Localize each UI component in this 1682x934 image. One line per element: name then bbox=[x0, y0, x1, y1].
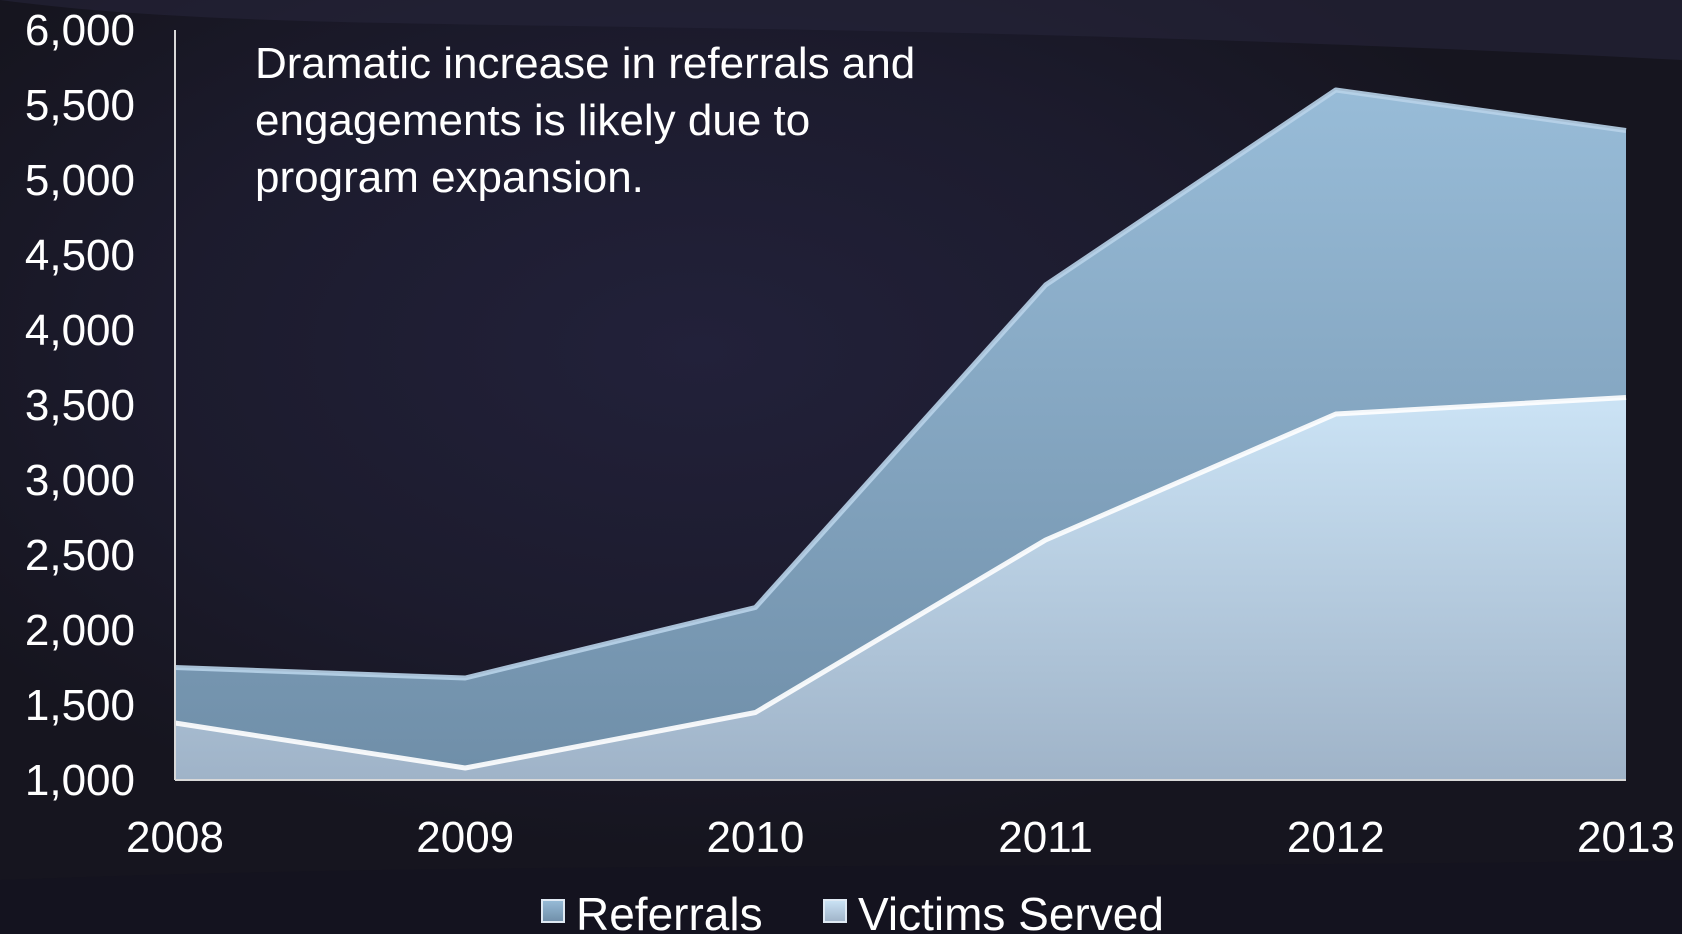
annotation-line-3: program expansion. bbox=[255, 153, 644, 202]
annotation-text: Dramatic increase in referrals and engag… bbox=[255, 39, 928, 202]
y-tick-label: 3,500 bbox=[25, 381, 135, 430]
legend-swatch-referrals bbox=[541, 899, 565, 923]
area-victims-served bbox=[175, 397, 1626, 780]
y-tick-label: 4,500 bbox=[25, 231, 135, 280]
y-tick-label: 1,500 bbox=[25, 681, 135, 730]
annotation-line-2: engagements is likely due to bbox=[255, 96, 810, 145]
line-referrals bbox=[174, 87, 1627, 681]
x-tick-label: 2010 bbox=[706, 813, 804, 862]
x-axis: 2008 2009 2010 2011 2012 2013 bbox=[126, 779, 1675, 862]
y-tick-label: 5,500 bbox=[25, 81, 135, 130]
legend-label-victims-served: Victims Served bbox=[858, 888, 1164, 934]
x-tick-label: 2012 bbox=[1287, 813, 1385, 862]
line-victims-served bbox=[174, 395, 1627, 771]
background-swoosh bbox=[0, 0, 1682, 60]
y-tick-label: 3,000 bbox=[25, 456, 135, 505]
y-axis: 1,000 1,500 2,000 2,500 3,000 3,500 4,000 4,500… bbox=[25, 6, 176, 805]
plot-area bbox=[174, 87, 1627, 780]
x-tick-label: 2008 bbox=[126, 813, 224, 862]
y-tick-label: 2,500 bbox=[25, 531, 135, 580]
y-tick-label: 2,000 bbox=[25, 606, 135, 655]
x-tick-label: 2013 bbox=[1577, 813, 1675, 862]
annotation-line-1: Dramatic increase in referrals and bbox=[255, 39, 915, 88]
legend-label-referrals: Referrals bbox=[576, 888, 763, 934]
background-swoosh-bottom bbox=[0, 860, 1682, 934]
legend-swatch-victims-served bbox=[823, 899, 847, 923]
y-tick-label: 5,000 bbox=[25, 156, 135, 205]
x-tick-label: 2011 bbox=[998, 813, 1093, 862]
legend: Referrals Victims Served bbox=[541, 888, 1164, 934]
y-tick-label: 1,000 bbox=[25, 756, 135, 805]
y-tick-label: 4,000 bbox=[25, 306, 135, 355]
y-tick-label: 6,000 bbox=[25, 6, 135, 55]
x-tick-label: 2009 bbox=[416, 813, 514, 862]
